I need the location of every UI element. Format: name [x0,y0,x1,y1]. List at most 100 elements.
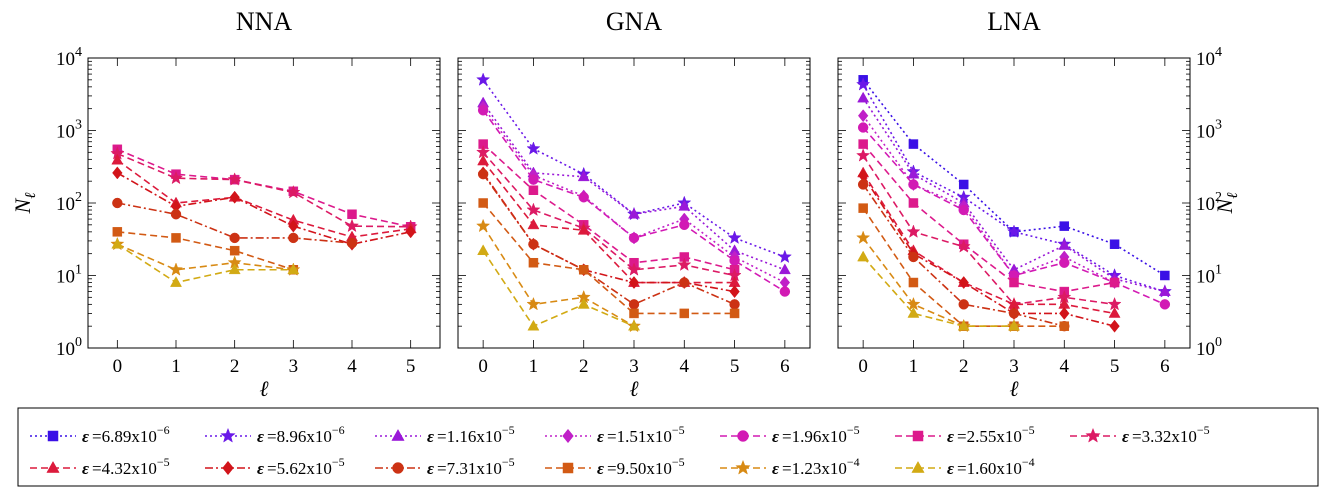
x-ticks: 0 1 2 3 4 5 6 [858,58,1170,377]
y-tick-label: 101 [56,263,82,288]
data-point [777,249,792,264]
data-point [229,245,240,256]
data-point [528,239,539,250]
data-point [229,190,240,204]
data-point [170,276,182,287]
data-point [729,308,740,319]
x-tick-label: 1 [529,356,539,377]
data-point [1109,277,1120,288]
x-tick-label: 0 [858,356,868,377]
legend-entry: ε =6.89x10−6 [30,423,170,446]
series-path [117,152,411,228]
data-point [727,230,742,244]
legend-label: ε =8.96x10−6 [257,423,345,446]
series-line [112,166,416,251]
x-ticks: 0 1 2 3 4 5 [113,58,415,377]
legend-entry: ε =2.55x10−5 [895,423,1035,446]
data-point [476,72,491,86]
series-path [482,250,635,328]
series-path [116,159,411,238]
x-tick-label: 6 [780,356,790,377]
data-point [477,154,490,166]
data-point [286,184,301,199]
series-line [857,91,1171,296]
data-point [1009,277,1019,288]
data-point [171,233,181,243]
series-path [117,148,411,228]
legend-marker [1085,427,1101,443]
legend-entry: ε =1.60x10−4 [895,455,1035,478]
legend-marker [737,430,749,442]
legend-entry: ε =3.32x10−5 [1070,423,1210,446]
x-tick-label: 1 [909,356,919,377]
series-line [857,109,1120,290]
y-ticks [458,60,810,349]
series-path [482,173,735,306]
data-point [857,122,869,133]
x-tick-label: 3 [1009,356,1019,377]
series-path [117,243,294,271]
legend-entry: ε =5.62x10−5 [205,455,345,478]
data-point [528,185,539,195]
series-path [862,155,1115,306]
y-ticks [88,60,440,349]
x-tick-label: 0 [478,356,488,377]
data-point [476,218,491,233]
x-tick-label: 4 [680,356,690,377]
series-line [477,105,791,297]
plot-frame [87,57,441,349]
panel-title: NNA [236,7,293,36]
series-line [857,168,1120,333]
data-point [528,174,539,185]
data-point [112,197,123,209]
x-ticks: 0 1 2 3 4 5 6 [478,58,790,377]
series-path [862,184,1065,327]
data-point [1059,221,1070,231]
legend-marker [220,427,236,443]
x-axis-label: ℓ [629,376,639,401]
y-tick-label: 103 [56,118,82,143]
series-line [111,153,417,242]
data-point [628,276,640,290]
legend-entry: ε =8.96x10−6 [205,423,345,446]
x-tick-label: 2 [230,356,240,377]
data-point [628,299,640,310]
series-path [117,231,294,271]
data-point [1008,308,1020,319]
series-path [862,84,1166,293]
data-point [729,299,740,310]
data-point [344,218,360,233]
data-point [527,218,540,230]
legend-marker [912,430,924,442]
panel-title: LNA [987,7,1041,36]
legend-label: ε =1.23x10−4 [772,455,860,478]
legend-entry: ε =1.23x10−4 [720,455,860,478]
y-tick-label: 102 [1196,190,1222,215]
data-point [577,297,590,309]
legend-entry: ε =9.50x10−5 [545,455,685,478]
data-point [729,255,740,266]
data-point [958,179,969,190]
data-point [679,219,690,231]
legend-label: ε =1.96x10−5 [772,423,860,446]
data-point [956,239,971,253]
data-point [168,170,184,185]
series-line [476,218,642,333]
data-point [287,263,300,275]
legend-marker [562,428,574,444]
series-line [477,244,640,331]
series-line [856,148,1122,311]
series-path [862,172,1115,315]
data-point [111,237,124,249]
y-tick-label: 103 [1196,118,1222,143]
data-point [628,319,640,331]
data-point [477,105,489,116]
x-tick-label: 2 [959,356,969,377]
data-point [908,198,919,208]
x-tick-label: 4 [1060,356,1070,377]
data-point [577,223,590,235]
series-line [477,166,740,299]
x-tick-label: 6 [1160,356,1170,377]
legend-label: ε =4.32x10−5 [82,455,170,478]
data-point [629,308,639,319]
